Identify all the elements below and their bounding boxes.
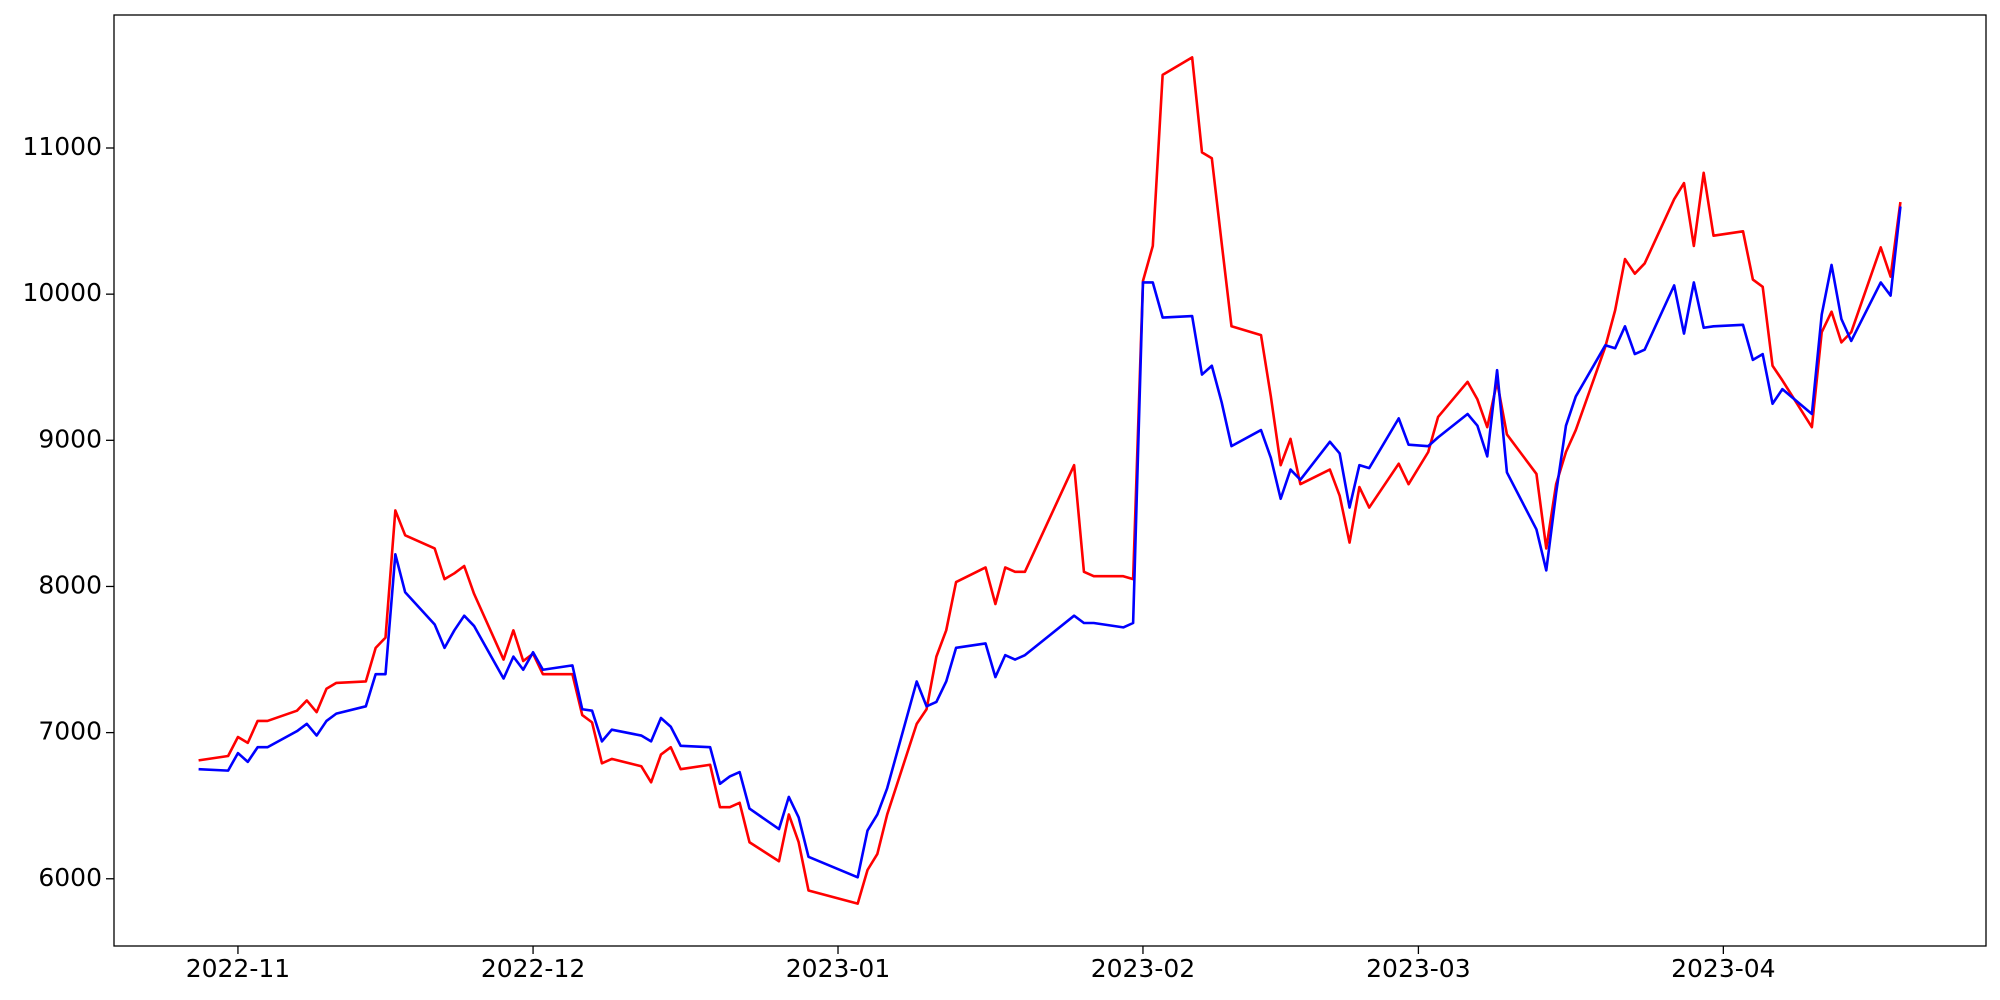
y-tick-label: 11000	[22, 132, 102, 161]
line-series	[198, 56, 1902, 905]
line-series	[198, 206, 1902, 879]
x-tick-label: 2023-04	[1671, 954, 1775, 983]
x-tick-label: 2023-03	[1366, 954, 1470, 983]
x-tick-label: 2022-11	[186, 954, 290, 983]
y-tick-label: 6000	[38, 863, 102, 892]
x-tick-label: 2022-12	[481, 954, 585, 983]
y-tick-label: 8000	[38, 570, 102, 599]
y-tick-label: 10000	[22, 278, 102, 307]
y-tick-label: 7000	[38, 717, 102, 746]
plot-frame	[113, 14, 1987, 947]
x-tick-label: 2023-02	[1091, 954, 1195, 983]
x-tick-label: 2023-01	[786, 954, 890, 983]
y-tick-label: 9000	[38, 424, 102, 453]
